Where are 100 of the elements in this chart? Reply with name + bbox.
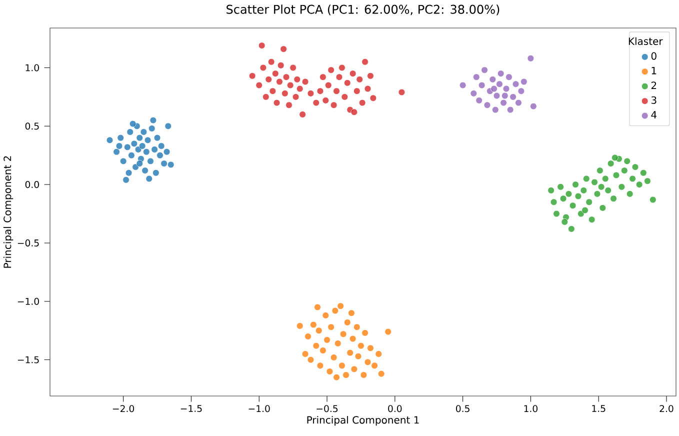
legend-label: 0: [651, 52, 656, 60]
point: [299, 111, 306, 118]
point: [302, 78, 309, 86]
point: [338, 64, 346, 72]
point: [502, 92, 508, 100]
point: [506, 106, 514, 114]
point: [550, 198, 558, 206]
point: [344, 319, 351, 326]
point: [294, 76, 301, 83]
point: [147, 158, 154, 165]
point: [553, 210, 560, 218]
point: [588, 216, 596, 223]
point: [154, 134, 161, 142]
point: [282, 74, 290, 80]
point: [497, 70, 504, 77]
point: [148, 125, 156, 132]
point: [326, 368, 334, 375]
point: [565, 190, 572, 198]
point: [146, 175, 153, 182]
point: [596, 167, 604, 174]
point: [599, 204, 606, 212]
y-axis-title: Principal Component 2: [3, 156, 14, 268]
y-tick-label: −0.5: [18, 239, 39, 246]
point: [260, 64, 267, 72]
point: [342, 372, 350, 378]
point: [333, 374, 340, 381]
point: [269, 88, 276, 94]
point: [330, 102, 338, 109]
point: [515, 99, 522, 106]
point: [136, 134, 144, 142]
point: [370, 94, 377, 102]
point: [618, 183, 626, 190]
point: [106, 136, 114, 144]
point: [314, 304, 321, 311]
point: [489, 76, 496, 83]
point: [582, 175, 590, 182]
point: [354, 352, 362, 360]
point: [341, 94, 348, 100]
point: [586, 198, 592, 206]
point: [265, 76, 272, 83]
point: [130, 140, 138, 148]
point: [328, 324, 334, 330]
point: [360, 372, 368, 378]
point: [367, 344, 374, 352]
point: [644, 178, 651, 184]
y-tick-label: 1.0: [26, 64, 39, 72]
point: [398, 88, 406, 96]
point: [144, 136, 152, 144]
point: [248, 72, 256, 80]
point: [333, 88, 340, 94]
point: [124, 144, 131, 151]
y-tick-label: 0.5: [25, 122, 39, 130]
x-tick-label: 2.0: [660, 405, 674, 412]
point: [316, 88, 324, 94]
chart-title: Scatter Plot PCA (PC1: 62.00%, PC2: 38.00%): [226, 4, 500, 16]
point: [364, 85, 372, 92]
point: [557, 183, 564, 190]
point: [512, 80, 520, 88]
point: [580, 186, 588, 194]
point: [561, 218, 568, 226]
point: [472, 74, 480, 80]
x-tick-label: 1.5: [592, 405, 606, 412]
point: [338, 362, 346, 370]
point: [353, 324, 360, 330]
point: [502, 85, 510, 92]
point: [152, 169, 160, 176]
point: [527, 54, 534, 62]
x-tick-label: −1.5: [180, 405, 202, 412]
point: [349, 70, 356, 77]
point: [307, 90, 314, 97]
point: [598, 183, 605, 190]
point: [322, 97, 330, 104]
point: [302, 350, 309, 358]
x-tick-label: −1.0: [248, 405, 270, 412]
point: [520, 78, 528, 86]
point: [358, 342, 364, 350]
point: [268, 58, 275, 66]
point: [286, 82, 294, 89]
point: [371, 362, 378, 370]
point: [320, 74, 326, 80]
point: [336, 74, 343, 80]
point: [316, 362, 324, 370]
point: [375, 350, 382, 358]
point: [500, 99, 507, 106]
point: [632, 164, 639, 170]
point: [258, 42, 266, 49]
legend-label: 3: [651, 96, 656, 104]
point: [492, 106, 499, 114]
y-tick-label: 0.0: [25, 181, 39, 188]
point: [367, 72, 374, 80]
point: [120, 158, 127, 165]
point: [286, 102, 292, 109]
point: [349, 335, 356, 342]
point: [322, 312, 330, 319]
point: [156, 152, 164, 159]
point: [140, 128, 148, 136]
point: [358, 99, 366, 106]
x-tick-label: 1.0: [524, 405, 538, 412]
point: [340, 330, 347, 338]
point: [116, 142, 123, 150]
